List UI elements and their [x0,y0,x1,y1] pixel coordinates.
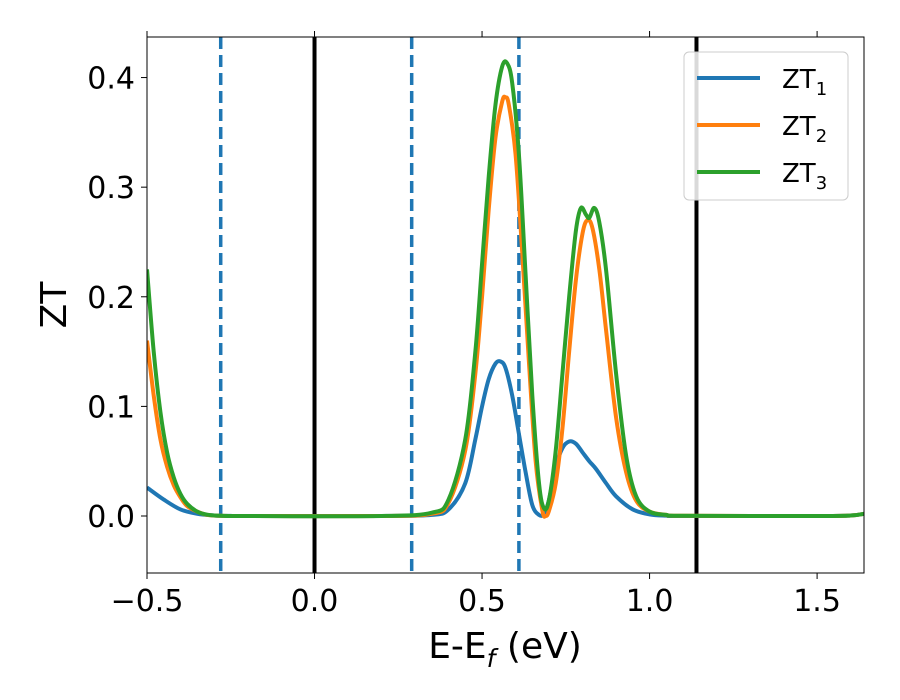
x-tick-label: 0.0 [291,584,339,619]
legend-box [683,51,849,201]
y-tick-label: 0.0 [87,500,135,535]
plot-frame [146,36,865,574]
legend-label-zt3: ZT3 [782,159,827,194]
y-axis-label: ZT [34,281,75,329]
y-tick-label: 0.2 [87,281,135,316]
x-axis-label-main: E-E [428,626,486,667]
axis-ticks: −0.5 0.0 0.5 1.0 1.5 0.0 0.1 0.2 0.3 0.4 [87,31,841,619]
x-tick-label: −0.5 [111,584,184,619]
y-tick-label: 0.1 [87,390,135,425]
x-axis-label: E-Ef (eV) [428,626,582,673]
series-line-zt3 [147,59,864,519]
x-tick-label: 0.5 [458,584,506,619]
legend-label-zt1: ZT1 [782,65,827,100]
y-tick-label: 0.3 [87,171,135,206]
series-line-zt1 [147,359,864,519]
vertical-lines [218,37,699,573]
x-tick-label: 1.5 [793,584,841,619]
legend-label-zt2: ZT2 [782,112,827,147]
y-tick-label: 0.4 [87,62,135,97]
series-lines [147,59,864,519]
x-tick-label: 1.0 [626,584,674,619]
legend: ZT1 ZT2 ZT3 [683,51,849,201]
x-axis-label-unit: (eV) [495,626,581,667]
